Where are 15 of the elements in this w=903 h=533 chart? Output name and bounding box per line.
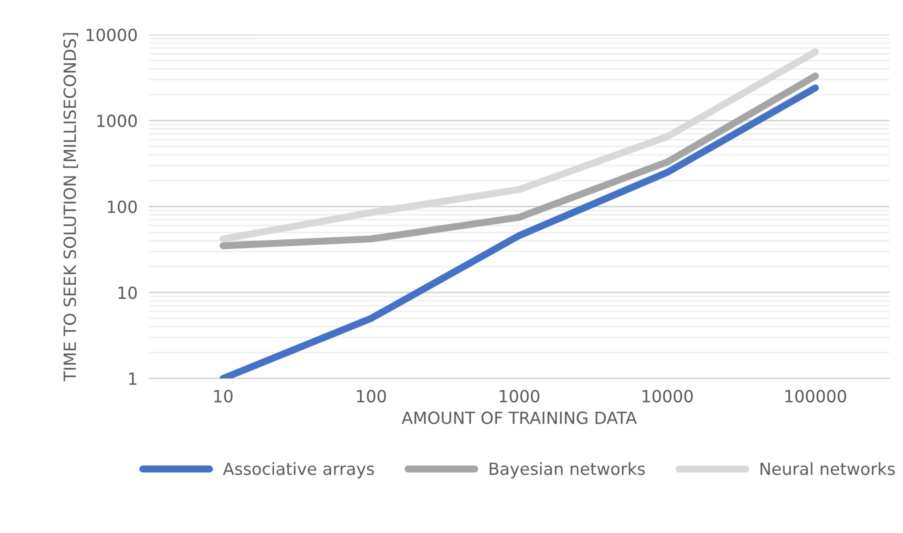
legend-label: Associative arrays (222, 462, 374, 478)
y-tick-label: 10 (118, 286, 137, 300)
x-tick-label: 100 (357, 390, 386, 402)
x-tick-label: 10000 (642, 390, 693, 402)
y-tick-label: 100 (108, 200, 137, 214)
legend-label: Neural networks (760, 462, 895, 476)
y-tick-label: 10000 (86, 28, 137, 42)
y-tick-label: 1000 (97, 114, 137, 128)
y-axis-title: TIME TO SEEK SOLUTION [MILLISECONDS] (63, 33, 78, 382)
x-tick-label: 100000 (785, 390, 846, 402)
y-tick-label: 1 (129, 372, 136, 385)
legend-label: Bayesian networks (490, 462, 645, 478)
x-tick-label: 1000 (500, 390, 540, 402)
x-tick-label: 10 (214, 390, 233, 402)
x-axis-title: AMOUNT OF TRAINING DATA (402, 412, 637, 424)
